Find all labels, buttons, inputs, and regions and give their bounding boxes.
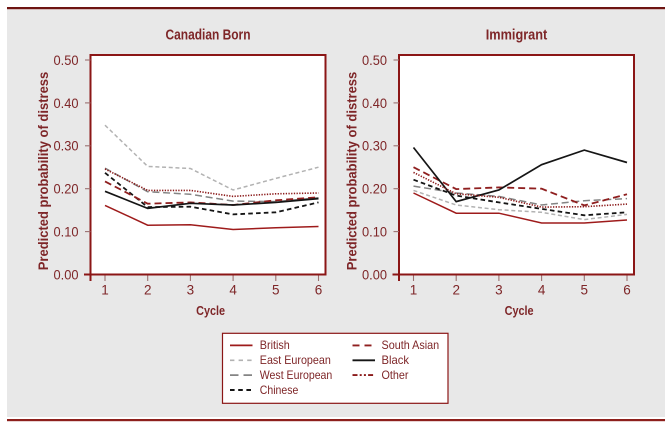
svg-text:0.40: 0.40	[54, 96, 79, 111]
svg-text:Predicted probability of distr: Predicted probability of distress	[345, 72, 360, 271]
svg-text:Black: Black	[382, 353, 410, 367]
svg-text:6: 6	[315, 283, 323, 298]
svg-text:Other: Other	[382, 368, 409, 382]
svg-text:0.30: 0.30	[362, 139, 387, 154]
svg-text:4: 4	[229, 283, 237, 298]
svg-text:0.10: 0.10	[54, 225, 79, 240]
svg-text:2: 2	[452, 283, 460, 298]
svg-text:1: 1	[101, 283, 109, 298]
svg-text:4: 4	[538, 283, 546, 298]
svg-text:Chinese: Chinese	[260, 383, 299, 397]
svg-text:West European: West European	[260, 368, 333, 382]
svg-text:5: 5	[581, 283, 589, 298]
svg-text:0.50: 0.50	[362, 53, 387, 68]
svg-text:0.10: 0.10	[362, 225, 387, 240]
svg-text:0.40: 0.40	[362, 96, 387, 111]
svg-text:South Asian: South Asian	[382, 338, 440, 352]
svg-text:East European: East European	[260, 353, 331, 367]
svg-text:Cycle: Cycle	[505, 303, 534, 318]
svg-text:1: 1	[410, 283, 418, 298]
svg-text:Predicted probability of distr: Predicted probability of distress	[36, 72, 51, 271]
svg-text:5: 5	[272, 283, 280, 298]
svg-text:0.50: 0.50	[54, 53, 79, 68]
svg-text:3: 3	[495, 283, 503, 298]
svg-text:0.00: 0.00	[54, 267, 79, 282]
svg-text:0.30: 0.30	[54, 139, 79, 154]
svg-text:6: 6	[623, 283, 631, 298]
svg-text:2: 2	[144, 283, 152, 298]
svg-text:3: 3	[187, 283, 195, 298]
svg-text:0.00: 0.00	[362, 267, 387, 282]
svg-text:0.20: 0.20	[54, 182, 79, 197]
svg-text:Canadian Born: Canadian Born	[166, 28, 251, 44]
svg-text:Immigrant: Immigrant	[486, 28, 548, 44]
svg-text:Cycle: Cycle	[196, 303, 225, 318]
svg-text:British: British	[260, 338, 290, 352]
svg-text:0.20: 0.20	[362, 182, 387, 197]
